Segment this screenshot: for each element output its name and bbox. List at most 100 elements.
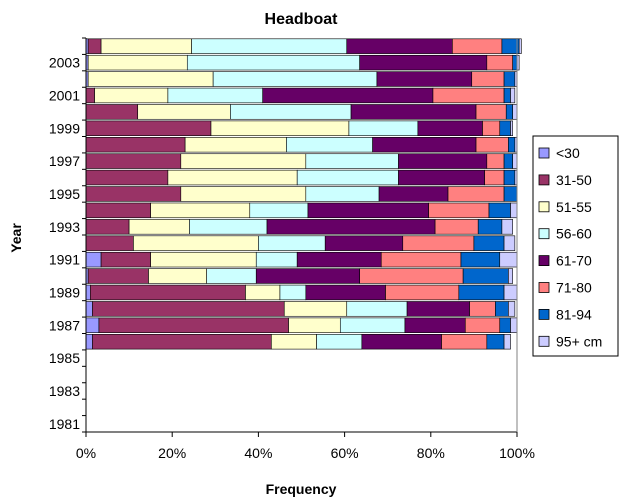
bar-segment-1987-7 xyxy=(510,317,518,333)
bar-segment-1989-2 xyxy=(245,284,281,301)
bar-segment-1999-7 xyxy=(510,120,513,136)
bar-segment-1996-1 xyxy=(85,169,169,186)
bar-segment-1991-1 xyxy=(100,251,151,268)
legend-swatch xyxy=(538,228,550,240)
bar-segment-1992-6 xyxy=(473,235,505,251)
bar-segment-1999-2 xyxy=(210,120,350,136)
y-tick-label: 1997 xyxy=(49,153,80,169)
y-tick-labels: 1981 1983 1985 1987 1989 1991 1993 1995 1997 1999… xyxy=(49,55,80,432)
legend: <30 31-50 51-55 56-60 61-70 71-80 81-94 95+ cm xyxy=(532,135,619,357)
x-tick-label: 100% xyxy=(499,445,535,461)
legend-label: 81-94 xyxy=(556,306,592,322)
bar-segment-1989-1 xyxy=(90,284,246,301)
bar-segment-1986-3 xyxy=(316,334,363,350)
bar-segment-2000-4 xyxy=(350,104,477,120)
bar-segment-1987-6 xyxy=(499,317,511,333)
bar-segment-2001-1 xyxy=(85,87,95,104)
y-tick-label: 1999 xyxy=(49,120,80,136)
bar-segment-2002-2 xyxy=(87,71,214,87)
bar-segment-1996-5 xyxy=(484,169,505,186)
bar-segment-2004-7 xyxy=(518,38,522,54)
bar-segment-1990-3 xyxy=(206,268,257,284)
bar-segment-2004-1 xyxy=(87,38,102,54)
bar-segment-1999-6 xyxy=(499,120,511,136)
bar-segment-1992-5 xyxy=(402,235,475,251)
legend-items: <30 31-50 51-55 56-60 61-70 71-80 81-94 95+ cm xyxy=(538,145,602,349)
y-tick-label: 1985 xyxy=(49,350,80,366)
bar-segment-1993-5 xyxy=(434,219,479,235)
bar-segment-1993-4 xyxy=(266,219,436,235)
bar-segment-2004-5 xyxy=(452,38,503,54)
bar-segment-1991-2 xyxy=(150,251,257,268)
bar-segment-1990-7 xyxy=(508,268,513,284)
bar-segment-1996-3 xyxy=(296,169,399,186)
bar-segment-2001-3 xyxy=(167,87,264,104)
bar-segment-1994-1 xyxy=(85,202,151,219)
bar-segment-1993-1 xyxy=(85,219,130,235)
bar-segment-1990-1 xyxy=(87,268,149,284)
bar-segment-1997-3 xyxy=(305,153,399,169)
bar-segment-1986-0 xyxy=(85,334,93,350)
bar-segment-1994-7 xyxy=(510,202,518,219)
bar-segment-1986-4 xyxy=(361,334,442,350)
bar-segment-2004-4 xyxy=(346,38,453,54)
bar-segment-2001-6 xyxy=(503,87,511,104)
bar-segment-2002-4 xyxy=(376,71,473,87)
bar-segment-2000-6 xyxy=(505,104,513,120)
bar-segment-1991-7 xyxy=(499,251,518,268)
bar-segment-2004-3 xyxy=(191,38,348,54)
bar-segment-2003-2 xyxy=(87,54,188,71)
y-tick-label: 1991 xyxy=(49,252,80,268)
bar-segment-2001-5 xyxy=(432,87,505,104)
bar-segment-2000-5 xyxy=(475,104,507,120)
bar-segment-1995-6 xyxy=(503,186,518,202)
bar-segment-1998-3 xyxy=(286,137,373,153)
bar-segment-1989-3 xyxy=(279,284,307,301)
bar-segment-1994-4 xyxy=(307,202,429,219)
bar-segment-1988-2 xyxy=(283,301,348,317)
bar-segment-1992-7 xyxy=(503,235,516,251)
bar-segment-1987-1 xyxy=(98,317,289,333)
bar-segment-1986-6 xyxy=(486,334,505,350)
x-tick-label: 0% xyxy=(76,445,96,461)
legend-label: 51-55 xyxy=(556,199,592,215)
bar-segment-1996-2 xyxy=(167,169,298,186)
bar-segment-1987-0 xyxy=(85,317,100,333)
bar-segment-1994-2 xyxy=(150,202,251,219)
bar-segment-1995-4 xyxy=(378,186,449,202)
axes xyxy=(82,37,518,437)
bar-segment-1999-1 xyxy=(85,120,212,136)
bar-segment-1993-7 xyxy=(501,219,513,235)
legend-swatch xyxy=(538,174,550,186)
y-axis-label: Year xyxy=(8,223,24,253)
x-axis-label: Frequency xyxy=(266,481,337,497)
bar-segment-1988-1 xyxy=(92,301,285,317)
bar-segment-2000-3 xyxy=(230,104,352,120)
bar-segment-1997-1 xyxy=(85,153,182,169)
bar-segment-2003-5 xyxy=(486,54,513,71)
bar-segment-1989-6 xyxy=(458,284,505,301)
bar-segment-1992-4 xyxy=(324,235,404,251)
bar-segment-1999-3 xyxy=(348,120,419,136)
legend-label: 56-60 xyxy=(556,226,592,242)
bar-segment-1991-3 xyxy=(255,251,298,268)
bar-segment-1997-7 xyxy=(512,153,518,169)
bar-segment-2003-6 xyxy=(512,54,518,71)
bar-segment-1999-4 xyxy=(417,120,483,136)
bar-segment-2000-7 xyxy=(512,104,518,120)
bar-segment-1996-6 xyxy=(503,169,516,186)
bar-segment-1997-4 xyxy=(398,153,488,169)
bar-segment-1997-6 xyxy=(503,153,513,169)
bar-segment-1997-5 xyxy=(486,153,505,169)
legend-label: 61-70 xyxy=(556,253,592,269)
bar-segment-2002-5 xyxy=(471,71,505,87)
bar-segment-2003-3 xyxy=(186,54,360,71)
bar-segment-1998-1 xyxy=(85,137,186,153)
bar-segment-1995-3 xyxy=(305,186,380,202)
bar-segment-1987-4 xyxy=(404,317,466,333)
bar-segment-1986-5 xyxy=(441,334,488,350)
bar-segment-1988-6 xyxy=(495,301,509,317)
bar-segment-1994-5 xyxy=(428,202,490,219)
legend-swatch xyxy=(538,201,550,213)
bar-segment-1988-5 xyxy=(469,301,496,317)
